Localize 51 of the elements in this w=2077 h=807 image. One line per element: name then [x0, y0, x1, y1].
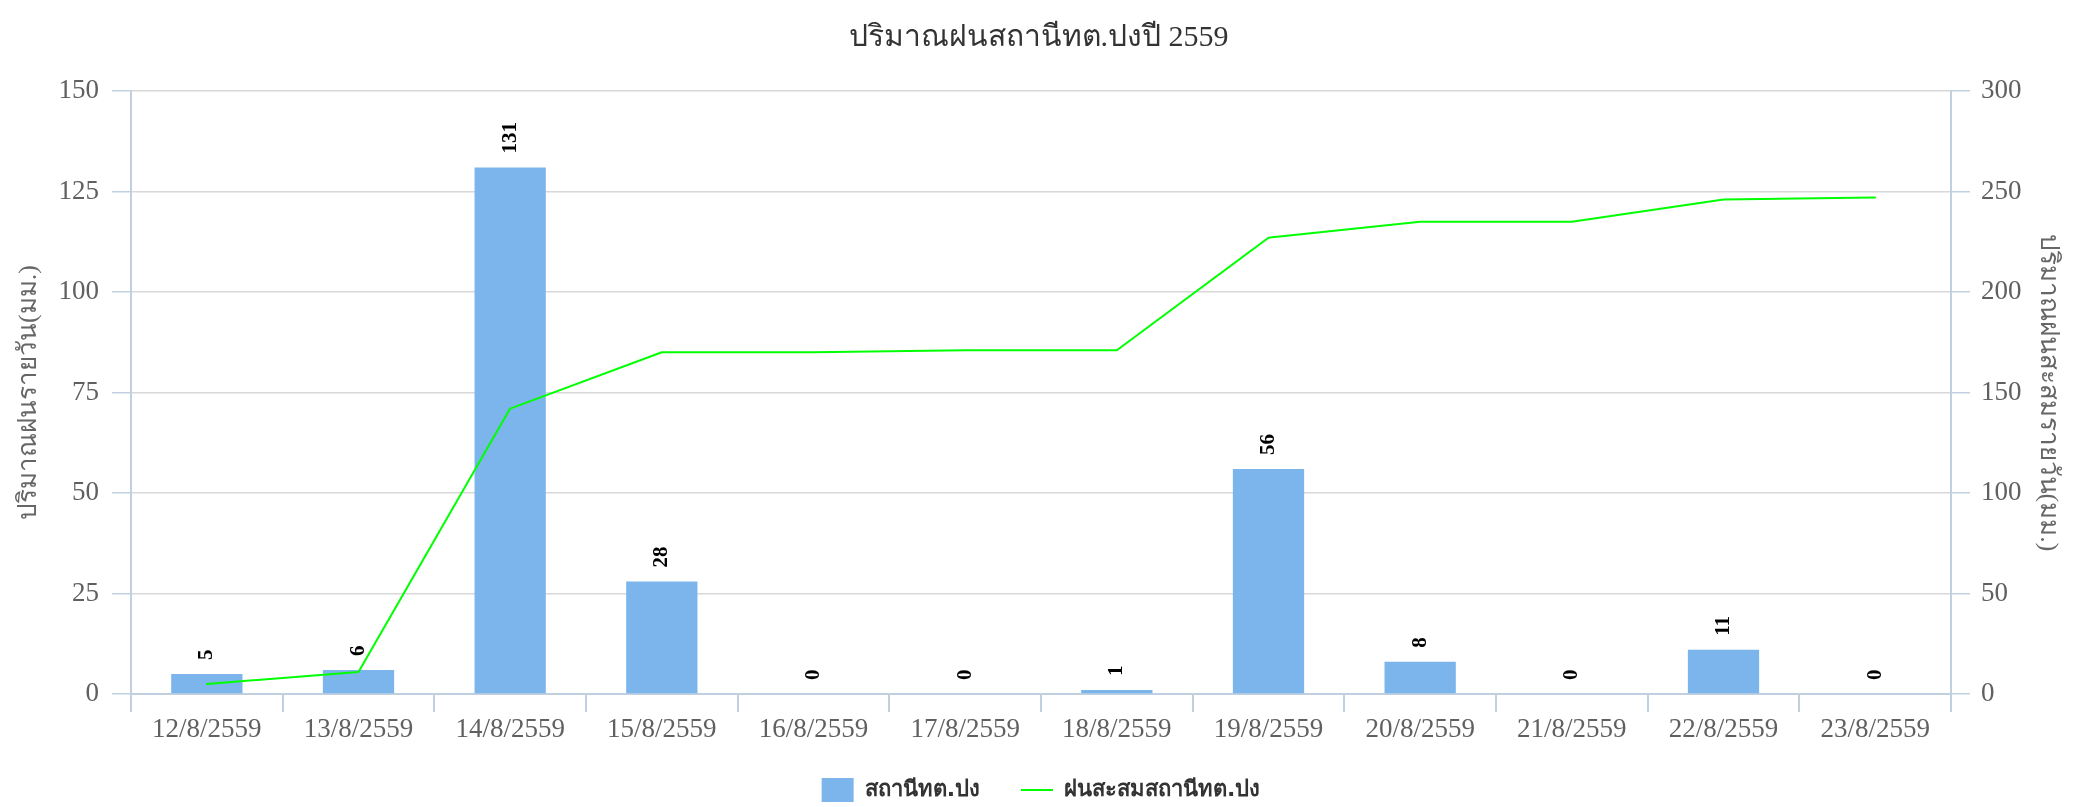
x-tick-label: 16/8/2559: [758, 713, 869, 744]
y-tick-label: 75: [72, 375, 99, 406]
y2-tick-label: 0: [1981, 677, 1995, 708]
y-tick-label: 125: [58, 174, 99, 205]
data-label: 6: [344, 645, 369, 656]
x-tick-label: 19/8/2559: [1213, 713, 1324, 744]
data-label: 0: [799, 669, 824, 680]
chart-title: ปริมาณฝนสถานีทต.ปงปี 2559: [848, 18, 1229, 52]
data-label: 11: [1709, 615, 1734, 636]
x-tick-label: 20/8/2559: [1365, 713, 1475, 744]
y2-tick-label: 200: [1981, 275, 2022, 306]
bar: [1081, 689, 1153, 694]
x-tick-label: 14/8/2559: [455, 713, 565, 744]
x-tick-label: 18/8/2559: [1062, 713, 1172, 744]
x-tick-label: 17/8/2559: [910, 713, 1020, 744]
x-tick-label: 23/8/2559: [1820, 713, 1930, 744]
x-tick-label: 15/8/2559: [607, 713, 717, 744]
y2-tick-label: 150: [1981, 375, 2022, 406]
y-tick-label: 150: [58, 74, 99, 105]
y2-tick-label: 100: [1981, 476, 2022, 507]
bar: [1232, 468, 1305, 694]
bar: [1687, 649, 1760, 694]
y2-axis-title: ปริมาณฝนสะสมรายวัน(มม.): [2034, 233, 2064, 552]
data-label: 0: [1558, 669, 1583, 680]
y-tick-label: 100: [58, 275, 99, 306]
legend-label: ฝนสะสมสถานีทต.ปง: [1064, 775, 1261, 801]
x-tick-label: 21/8/2559: [1517, 713, 1627, 744]
data-label: 28: [648, 546, 673, 568]
data-label: 56: [1254, 433, 1279, 455]
x-tick-label: 12/8/2559: [152, 713, 262, 744]
y-axis-title: ปริมาณฝนรายวัน(มม.): [13, 265, 43, 520]
bar: [474, 167, 546, 694]
y-tick-label: 50: [72, 476, 99, 507]
data-label: 8: [1406, 637, 1431, 648]
bar: [322, 669, 395, 694]
y2-tick-label: 250: [1981, 174, 2022, 205]
y-tick-label: 25: [72, 576, 99, 607]
legend-label: สถานีทต.ปง: [864, 775, 980, 801]
bar: [626, 581, 698, 694]
data-label: 131: [496, 121, 521, 154]
data-label: 0: [1861, 669, 1886, 680]
bar: [171, 673, 243, 694]
y2-tick-label: 300: [1981, 74, 2022, 105]
y2-tick-label: 50: [1981, 576, 2008, 607]
data-label: 0: [951, 669, 976, 680]
data-label: 1: [1103, 665, 1128, 676]
x-tick-label: 13/8/2559: [303, 713, 414, 744]
y-tick-label: 0: [85, 677, 99, 708]
bar: [1384, 661, 1456, 694]
x-tick-label: 22/8/2559: [1668, 713, 1779, 744]
data-label: 5: [193, 649, 218, 660]
